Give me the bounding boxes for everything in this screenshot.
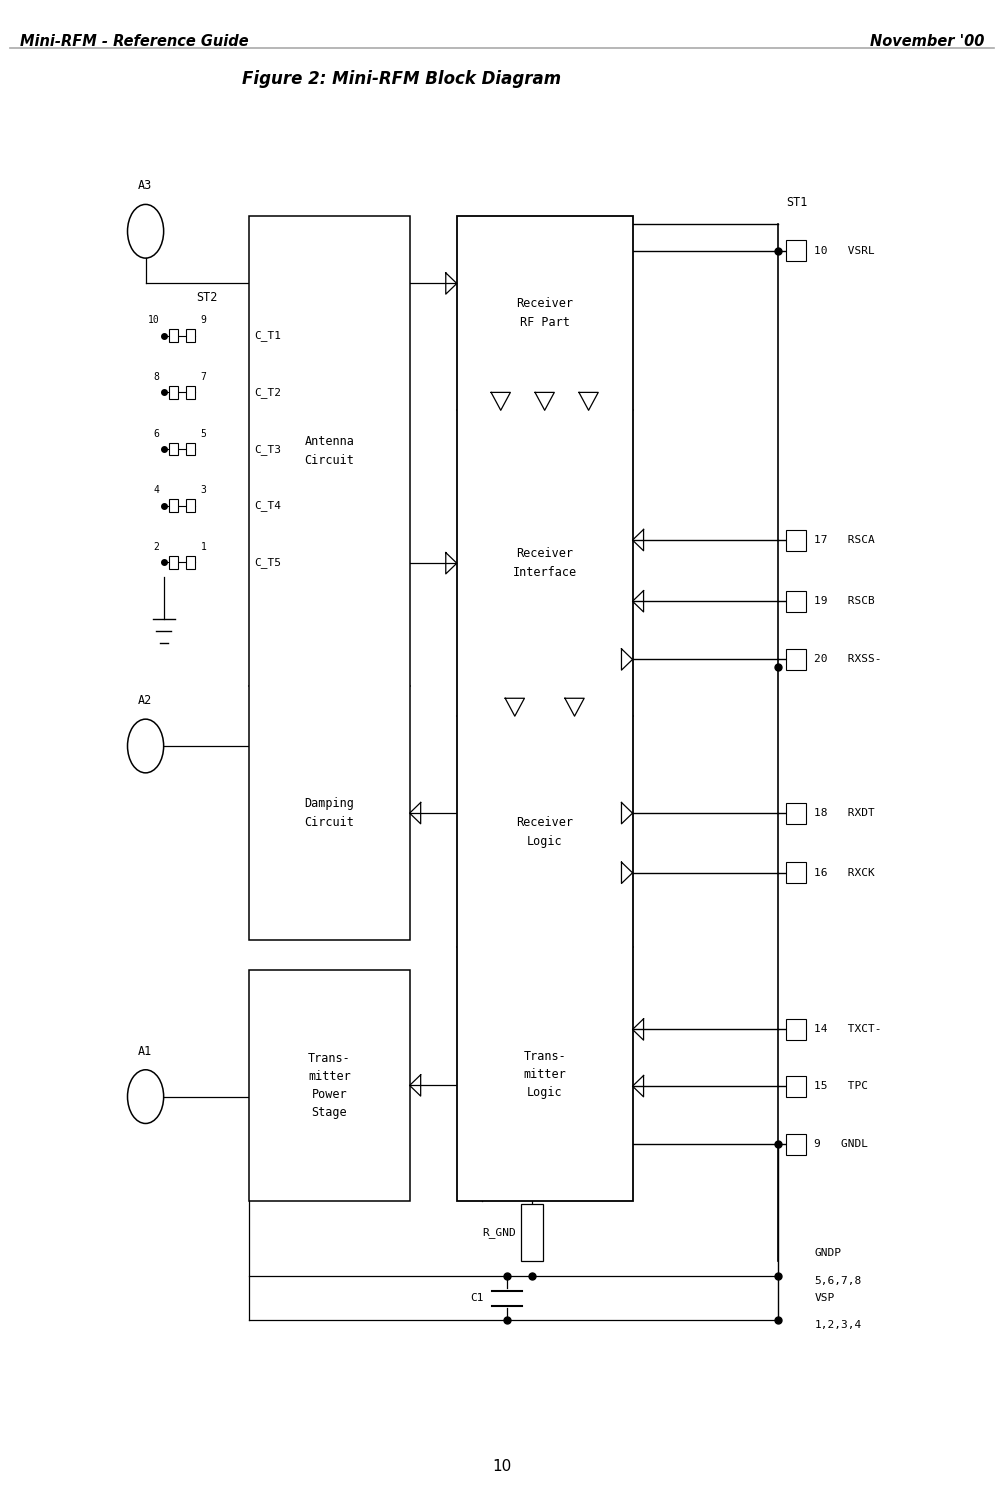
Text: 4: 4 <box>153 485 159 495</box>
Text: 8: 8 <box>153 372 159 382</box>
Bar <box>785 1019 805 1040</box>
Bar <box>785 1134 805 1155</box>
Text: Figure 2: Mini-RFM Block Diagram: Figure 2: Mini-RFM Block Diagram <box>242 70 561 88</box>
Bar <box>187 557 195 568</box>
Bar <box>785 530 805 551</box>
Text: Antenna
Circuit: Antenna Circuit <box>304 436 354 467</box>
Text: 10   VSRL: 10 VSRL <box>813 246 875 255</box>
Text: 5: 5 <box>201 428 207 439</box>
Text: 6: 6 <box>153 428 159 439</box>
Text: C_T3: C_T3 <box>254 443 281 455</box>
Bar <box>785 649 805 670</box>
Text: C_T4: C_T4 <box>254 500 281 512</box>
Text: VSP: VSP <box>813 1292 833 1303</box>
Text: 5,6,7,8: 5,6,7,8 <box>813 1276 861 1286</box>
Bar <box>521 1204 543 1261</box>
Text: A1: A1 <box>137 1044 151 1058</box>
Text: ST2: ST2 <box>196 291 217 304</box>
Text: Trans-
mitter
Logic: Trans- mitter Logic <box>523 1050 566 1098</box>
Text: A2: A2 <box>137 694 151 707</box>
Bar <box>785 1076 805 1097</box>
Text: C_T5: C_T5 <box>254 557 281 568</box>
Text: 14   TXCT-: 14 TXCT- <box>813 1025 881 1034</box>
Text: 18   RXDT: 18 RXDT <box>813 809 875 818</box>
Text: Trans-
mitter
Power
Stage: Trans- mitter Power Stage <box>308 1052 350 1119</box>
Text: 9   GNDL: 9 GNDL <box>813 1140 868 1149</box>
Bar <box>249 216 409 940</box>
Bar <box>170 386 178 398</box>
Text: A3: A3 <box>137 179 151 192</box>
Bar <box>170 500 178 512</box>
Text: November '00: November '00 <box>869 34 983 49</box>
Text: 9: 9 <box>201 315 207 325</box>
Bar <box>249 970 409 1201</box>
Text: 10: 10 <box>147 315 159 325</box>
Text: Damping
Circuit: Damping Circuit <box>304 797 354 830</box>
Text: R_GND: R_GND <box>481 1226 516 1238</box>
Text: 17   RSCA: 17 RSCA <box>813 536 875 545</box>
Text: 20   RXSS-: 20 RXSS- <box>813 655 881 664</box>
Text: Receiver
Logic: Receiver Logic <box>516 816 573 847</box>
Text: 19   RSCB: 19 RSCB <box>813 597 875 606</box>
Bar <box>785 240 805 261</box>
Text: Mini-RFM - Reference Guide: Mini-RFM - Reference Guide <box>20 34 249 49</box>
Bar <box>187 386 195 398</box>
Text: 2: 2 <box>153 542 159 552</box>
Text: C_T2: C_T2 <box>254 386 281 398</box>
Text: GNDP: GNDP <box>813 1247 841 1258</box>
Bar <box>785 803 805 824</box>
Text: 16   RXCK: 16 RXCK <box>813 868 875 877</box>
Text: 1: 1 <box>201 542 207 552</box>
Bar <box>170 330 178 342</box>
Bar <box>187 330 195 342</box>
Bar <box>170 443 178 455</box>
Text: ST1: ST1 <box>785 195 806 209</box>
Text: Receiver
Interface: Receiver Interface <box>513 548 576 579</box>
Text: 1,2,3,4: 1,2,3,4 <box>813 1320 861 1331</box>
Bar <box>456 216 632 1201</box>
Text: Receiver
RF Part: Receiver RF Part <box>516 297 573 330</box>
Text: 15   TPC: 15 TPC <box>813 1082 868 1091</box>
Bar <box>170 557 178 568</box>
Bar <box>187 443 195 455</box>
Text: 3: 3 <box>201 485 207 495</box>
Bar <box>187 500 195 512</box>
Text: 10: 10 <box>491 1459 512 1474</box>
Bar <box>785 862 805 883</box>
Text: C_T1: C_T1 <box>254 330 281 342</box>
Text: C1: C1 <box>470 1294 483 1303</box>
Bar <box>785 591 805 612</box>
Text: 7: 7 <box>201 372 207 382</box>
